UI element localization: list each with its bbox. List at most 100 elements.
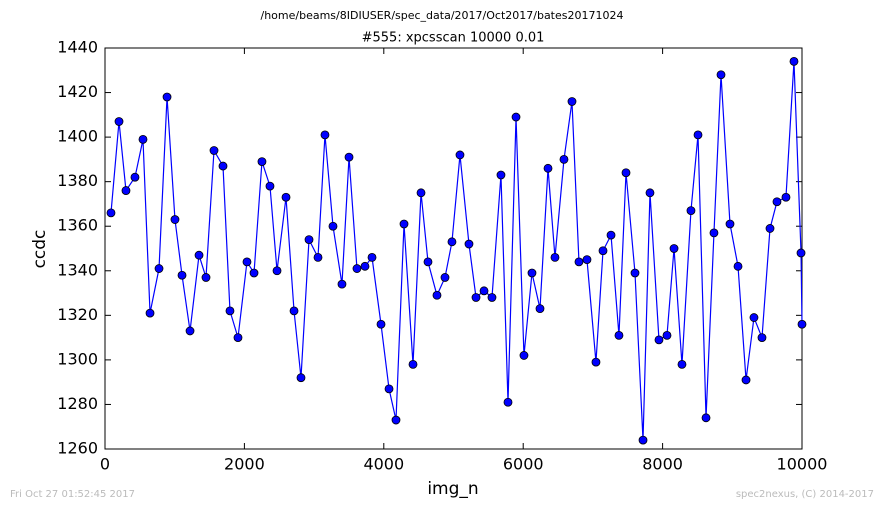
data-point [242, 257, 252, 267]
data-point [757, 333, 767, 343]
data-point [686, 206, 696, 216]
data-point [257, 157, 267, 167]
data-point [487, 293, 497, 302]
y-tick-label: 1420 [57, 82, 98, 101]
data-point [367, 253, 377, 262]
data-line [110, 61, 803, 441]
data-point [106, 208, 116, 218]
data-point [289, 306, 299, 316]
x-tick-label: 8000 [642, 455, 683, 474]
data-point [716, 70, 726, 80]
data-point [638, 435, 648, 445]
footer-left: Fri Oct 27 01:52:45 2017 [10, 489, 135, 500]
y-axis-label: ccdc [30, 230, 50, 269]
data-point [432, 290, 442, 300]
data-point [550, 253, 560, 262]
data-point [654, 335, 664, 345]
y-tick-label: 1360 [57, 216, 98, 235]
data-point [479, 286, 489, 296]
data-point [145, 308, 155, 318]
data-point [423, 257, 433, 267]
data-point [121, 186, 131, 195]
data-point [559, 154, 569, 164]
data-point [130, 172, 140, 182]
data-point [733, 261, 743, 271]
data-point [337, 279, 347, 289]
data-point [591, 357, 601, 367]
data-point [621, 168, 631, 178]
x-tick-label: 10000 [777, 455, 828, 474]
data-point [391, 415, 401, 425]
y-tick-label: 1340 [57, 260, 98, 279]
data-point [765, 224, 775, 233]
data-point [162, 92, 172, 102]
data-point [701, 413, 711, 423]
data-point [313, 253, 323, 262]
data-point [447, 237, 457, 247]
data-point [527, 268, 537, 278]
y-tick-label: 1380 [57, 171, 98, 190]
data-point [272, 266, 282, 276]
data-point [209, 146, 219, 155]
data-point [416, 188, 426, 198]
y-tick-label: 1440 [57, 38, 98, 57]
data-point [233, 333, 243, 343]
data-point [194, 250, 204, 260]
data-point [519, 351, 529, 360]
data-point [281, 192, 291, 202]
footer-right: spec2nexus, (C) 2014-2017 [736, 489, 874, 500]
data-point [399, 219, 409, 229]
data-point [709, 228, 719, 238]
x-tick-label: 0 [100, 455, 110, 474]
data-point [464, 239, 474, 249]
data-point [598, 246, 608, 256]
x-tick-label: 6000 [503, 455, 544, 474]
data-point [741, 375, 751, 385]
data-point [114, 117, 124, 126]
data-point [503, 397, 513, 407]
data-point [225, 306, 235, 316]
x-tick-label: 4000 [363, 455, 404, 474]
suptitle: /home/beams/8IDIUSER/spec_data/2017/Oct2… [261, 9, 624, 22]
y-tick-label: 1400 [57, 127, 98, 146]
y-tick-label: 1320 [57, 305, 98, 324]
data-point [567, 97, 577, 106]
data-point [177, 270, 187, 280]
data-point [789, 56, 799, 66]
data-point [352, 264, 362, 273]
data-point [360, 261, 370, 271]
data-point [265, 181, 275, 191]
data-point [471, 293, 481, 302]
data-point [154, 264, 164, 273]
data-point [344, 152, 354, 162]
data-point [440, 273, 450, 282]
data-point [304, 235, 314, 244]
data-point [749, 313, 759, 322]
data-point [797, 319, 807, 329]
data-point [630, 268, 640, 278]
data-point [582, 255, 592, 265]
data-point [384, 384, 394, 394]
x-axis-label: img_n [427, 479, 478, 499]
data-point [201, 273, 211, 282]
data-point [645, 188, 655, 198]
data-point [249, 268, 259, 278]
data-point [296, 373, 306, 383]
data-point [320, 130, 330, 140]
y-tick-label: 1260 [57, 439, 98, 458]
data-point [185, 326, 195, 336]
data-point [614, 330, 624, 340]
data-point [170, 215, 180, 224]
chart-title: #555: xpcsscan 10000 0.01 [362, 31, 545, 46]
data-point [669, 244, 679, 253]
data-point [796, 248, 806, 258]
data-point [662, 330, 672, 340]
data-point [218, 161, 228, 171]
data-point [535, 304, 545, 314]
plot-frame [104, 47, 803, 450]
data-point [781, 192, 791, 202]
y-tick-label: 1280 [57, 394, 98, 413]
data-point [725, 219, 735, 229]
